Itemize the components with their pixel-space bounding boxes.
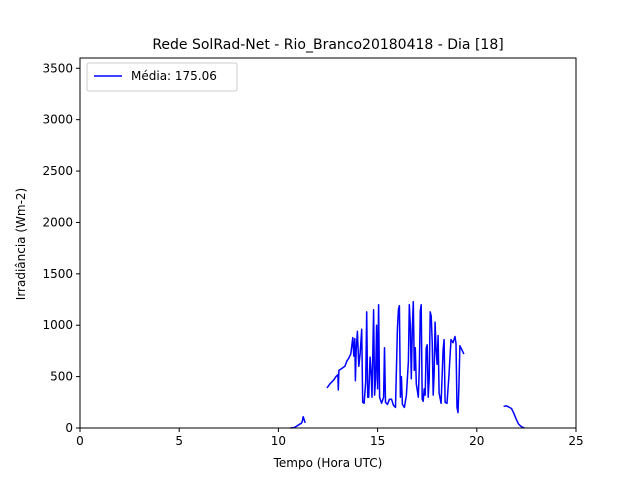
x-axis: 0 5 10 15 20 25 (76, 428, 584, 448)
y-tick-label: 2000 (42, 215, 73, 229)
y-tick-label: 500 (50, 370, 73, 384)
series-line-segment (503, 405, 525, 429)
x-tick-label: 25 (568, 434, 583, 448)
legend-label: Média: 175.06 (131, 69, 217, 83)
chart-title: Rede SolRad-Net - Rio_Branco20180418 - D… (152, 37, 503, 53)
legend-box (86, 62, 238, 92)
y-tick-label: 1000 (42, 318, 73, 332)
x-tick-label: 10 (271, 434, 286, 448)
x-tick-label: 5 (175, 434, 183, 448)
series-line-segment (290, 415, 306, 429)
x-tick-label: 0 (76, 434, 84, 448)
y-axis: 0 500 1000 1500 2000 2500 3000 3500 (42, 61, 80, 435)
y-tick-label: 3000 (42, 113, 73, 127)
y-tick-label: 3500 (42, 61, 73, 75)
x-tick-label: 20 (469, 434, 484, 448)
series-line-segment (326, 300, 465, 414)
x-axis-label: Tempo (Hora UTC) (273, 456, 383, 470)
y-tick-label: 1500 (42, 267, 73, 281)
y-tick-label: 2500 (42, 164, 73, 178)
y-tick-label: 0 (65, 421, 73, 435)
plot-area (290, 300, 525, 429)
x-tick-label: 15 (370, 434, 385, 448)
legend: Média: 175.06 (86, 62, 238, 92)
plot-frame (79, 57, 577, 429)
y-axis-label: Irradiância (Wm-2) (14, 188, 28, 300)
